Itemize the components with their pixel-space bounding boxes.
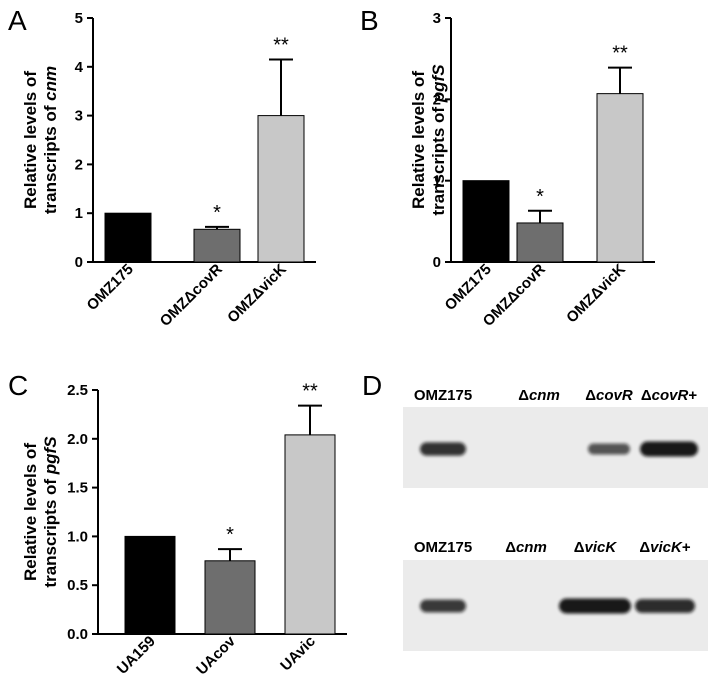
x-category-label: OMZ175 [84,261,137,314]
panel-letter-c: C [8,370,28,401]
significance-marker: * [536,186,544,208]
western-blot-panel: OMZ175 Δcnm ΔcovR ΔcovR+ OMZ175 Δcnm ΔvicK Δvi… [403,387,708,651]
y-tick-label: 0 [75,254,83,271]
y-tick-label: 5 [75,10,83,27]
blot-lane-label: Δcnm [505,539,547,556]
y-tick-label: 0.0 [67,626,88,643]
y-tick-label: 4 [75,59,84,76]
bar [462,180,510,263]
blot-lane-label: OMZ175 [414,387,472,404]
y-axis-title-line1: Relative levels of [21,71,40,209]
bar [204,560,256,635]
y-tick-label: 1 [75,205,83,222]
chart-panel-c: Relative levels of transcripts of pgfS 0.0… [21,381,347,678]
y-tick-label: 2 [433,91,441,108]
y-axis-title-line1: Relative levels of [21,443,40,581]
blot-labels-top: OMZ175 Δcnm ΔcovR ΔcovR+ [414,387,698,404]
y-tick-label: 2.5 [67,382,88,399]
y-axis-title-line2: transcripts of pgfS [41,436,60,588]
bar [257,115,305,263]
y-tick-label: 0.5 [67,577,88,594]
blot-lane-label: ΔvicK+ [639,539,690,556]
x-category-label: OMZΔvicK [563,261,629,327]
blot-lane-label: ΔvicK [574,539,618,556]
bar [596,93,644,263]
y-axis-title-line1: Relative levels of [409,71,428,209]
bar [193,228,241,263]
bar [516,222,564,263]
y-tick-label: 2 [75,156,83,173]
blot-band [635,599,695,613]
significance-marker: * [226,524,234,546]
panel-letter-b: B [360,5,379,36]
bar [124,535,176,635]
blot-bands-top [420,441,698,457]
significance-marker: ** [273,34,289,56]
y-tick-label: 1 [433,173,441,190]
y-tick-label: 0 [433,254,441,271]
x-category-label: OMZΔvicK [224,261,290,327]
panel-letter-d: D [362,370,382,401]
bar [284,434,336,635]
chart-panel-b: Relative levels of transcripts of pgfS 0 1 2… [409,10,655,330]
panel-letter-a: A [8,5,27,36]
chart-panel-a: Relative levels of transcripts of cnm 0 1 2 3… [21,10,316,330]
significance-marker: ** [302,381,318,403]
blot-lane-label: Δcnm [518,387,560,404]
x-category-label: UAcov [193,632,239,678]
x-category-label: OMZΔcovR [157,261,226,330]
y-axis-title-line2: transcripts of pgfS [429,64,448,216]
y-axis-title-line2: transcripts of cnm [41,66,60,214]
blot-band [420,442,466,456]
y-tick-label: 3 [75,108,83,125]
bar [104,212,152,263]
y-tick-label: 1.0 [67,528,88,545]
y-tick-label: 3 [433,10,441,27]
x-category-label: OMZ175 [442,261,495,314]
blot-band [588,443,630,455]
blot-band [420,599,466,613]
blot-bands-bottom [420,598,695,614]
x-category-label: UAvic [277,633,319,675]
y-tick-label: 1.5 [67,480,88,497]
blot-lane-label: ΔcovR+ [641,387,697,404]
blot-lane-label: OMZ175 [414,539,472,556]
significance-marker: * [213,202,221,224]
blot-labels-bottom: OMZ175 Δcnm ΔvicK ΔvicK+ [414,539,691,556]
y-tick-label: 2.0 [67,431,88,448]
x-category-label: UA159 [114,633,159,678]
blot-band [559,598,631,614]
blot-band [640,441,698,457]
blot-lane-label: ΔcovR [585,387,633,404]
significance-marker: ** [612,43,628,65]
